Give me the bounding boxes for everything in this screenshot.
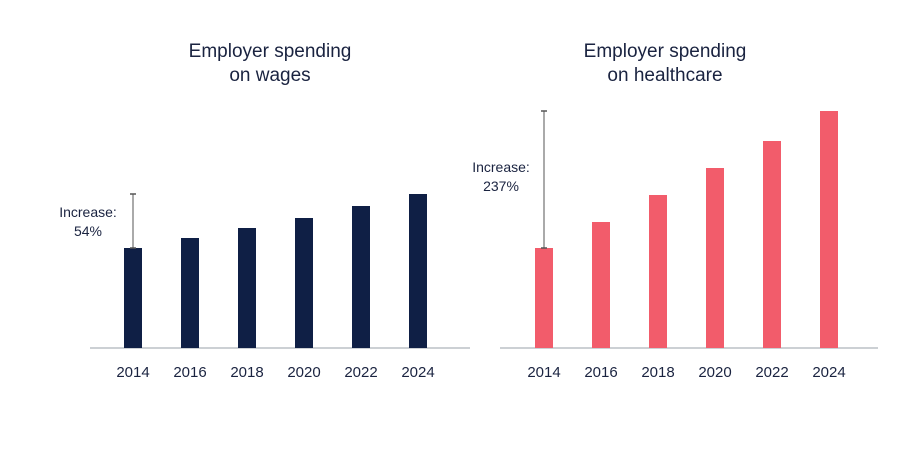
wages-bar bbox=[124, 248, 142, 348]
wages-tick-label: 2020 bbox=[287, 364, 320, 381]
wages-increase-label: Increase: bbox=[59, 204, 117, 220]
healthcare-bar bbox=[763, 141, 781, 348]
wages-bar bbox=[409, 194, 427, 348]
healthcare-tick-label: 2016 bbox=[584, 364, 617, 381]
wages-tick-label: 2022 bbox=[344, 364, 377, 381]
healthcare-tick-label: 2022 bbox=[755, 364, 788, 381]
wages-tick-label: 2014 bbox=[116, 364, 149, 381]
wages-tick-label: 2024 bbox=[401, 364, 434, 381]
healthcare-tick-label: 2024 bbox=[812, 364, 845, 381]
healthcare-bar bbox=[820, 111, 838, 348]
healthcare-bar bbox=[649, 195, 667, 348]
healthcare-chart-title: Employer spending on healthcare bbox=[583, 41, 747, 86]
healthcare-bar bbox=[535, 248, 553, 348]
wages-tick-label: 2018 bbox=[230, 364, 263, 381]
healthcare-tick-label: 2018 bbox=[641, 364, 674, 381]
healthcare-increase-label: Increase: bbox=[472, 159, 530, 175]
wages-bar bbox=[181, 238, 199, 348]
wages-tick-label: 2016 bbox=[173, 364, 206, 381]
wages-increase-value: 54% bbox=[74, 223, 102, 239]
wages-bar bbox=[238, 228, 256, 348]
healthcare-tick-label: 2014 bbox=[527, 364, 560, 381]
healthcare-bar bbox=[706, 168, 724, 348]
wages-chart-title: Employer spending on wages bbox=[188, 41, 352, 86]
wages-bar bbox=[352, 206, 370, 348]
healthcare-increase-value: 237% bbox=[483, 178, 519, 194]
healthcare-tick-label: 2020 bbox=[698, 364, 731, 381]
healthcare-bar bbox=[592, 222, 610, 348]
wages-bar bbox=[295, 218, 313, 348]
